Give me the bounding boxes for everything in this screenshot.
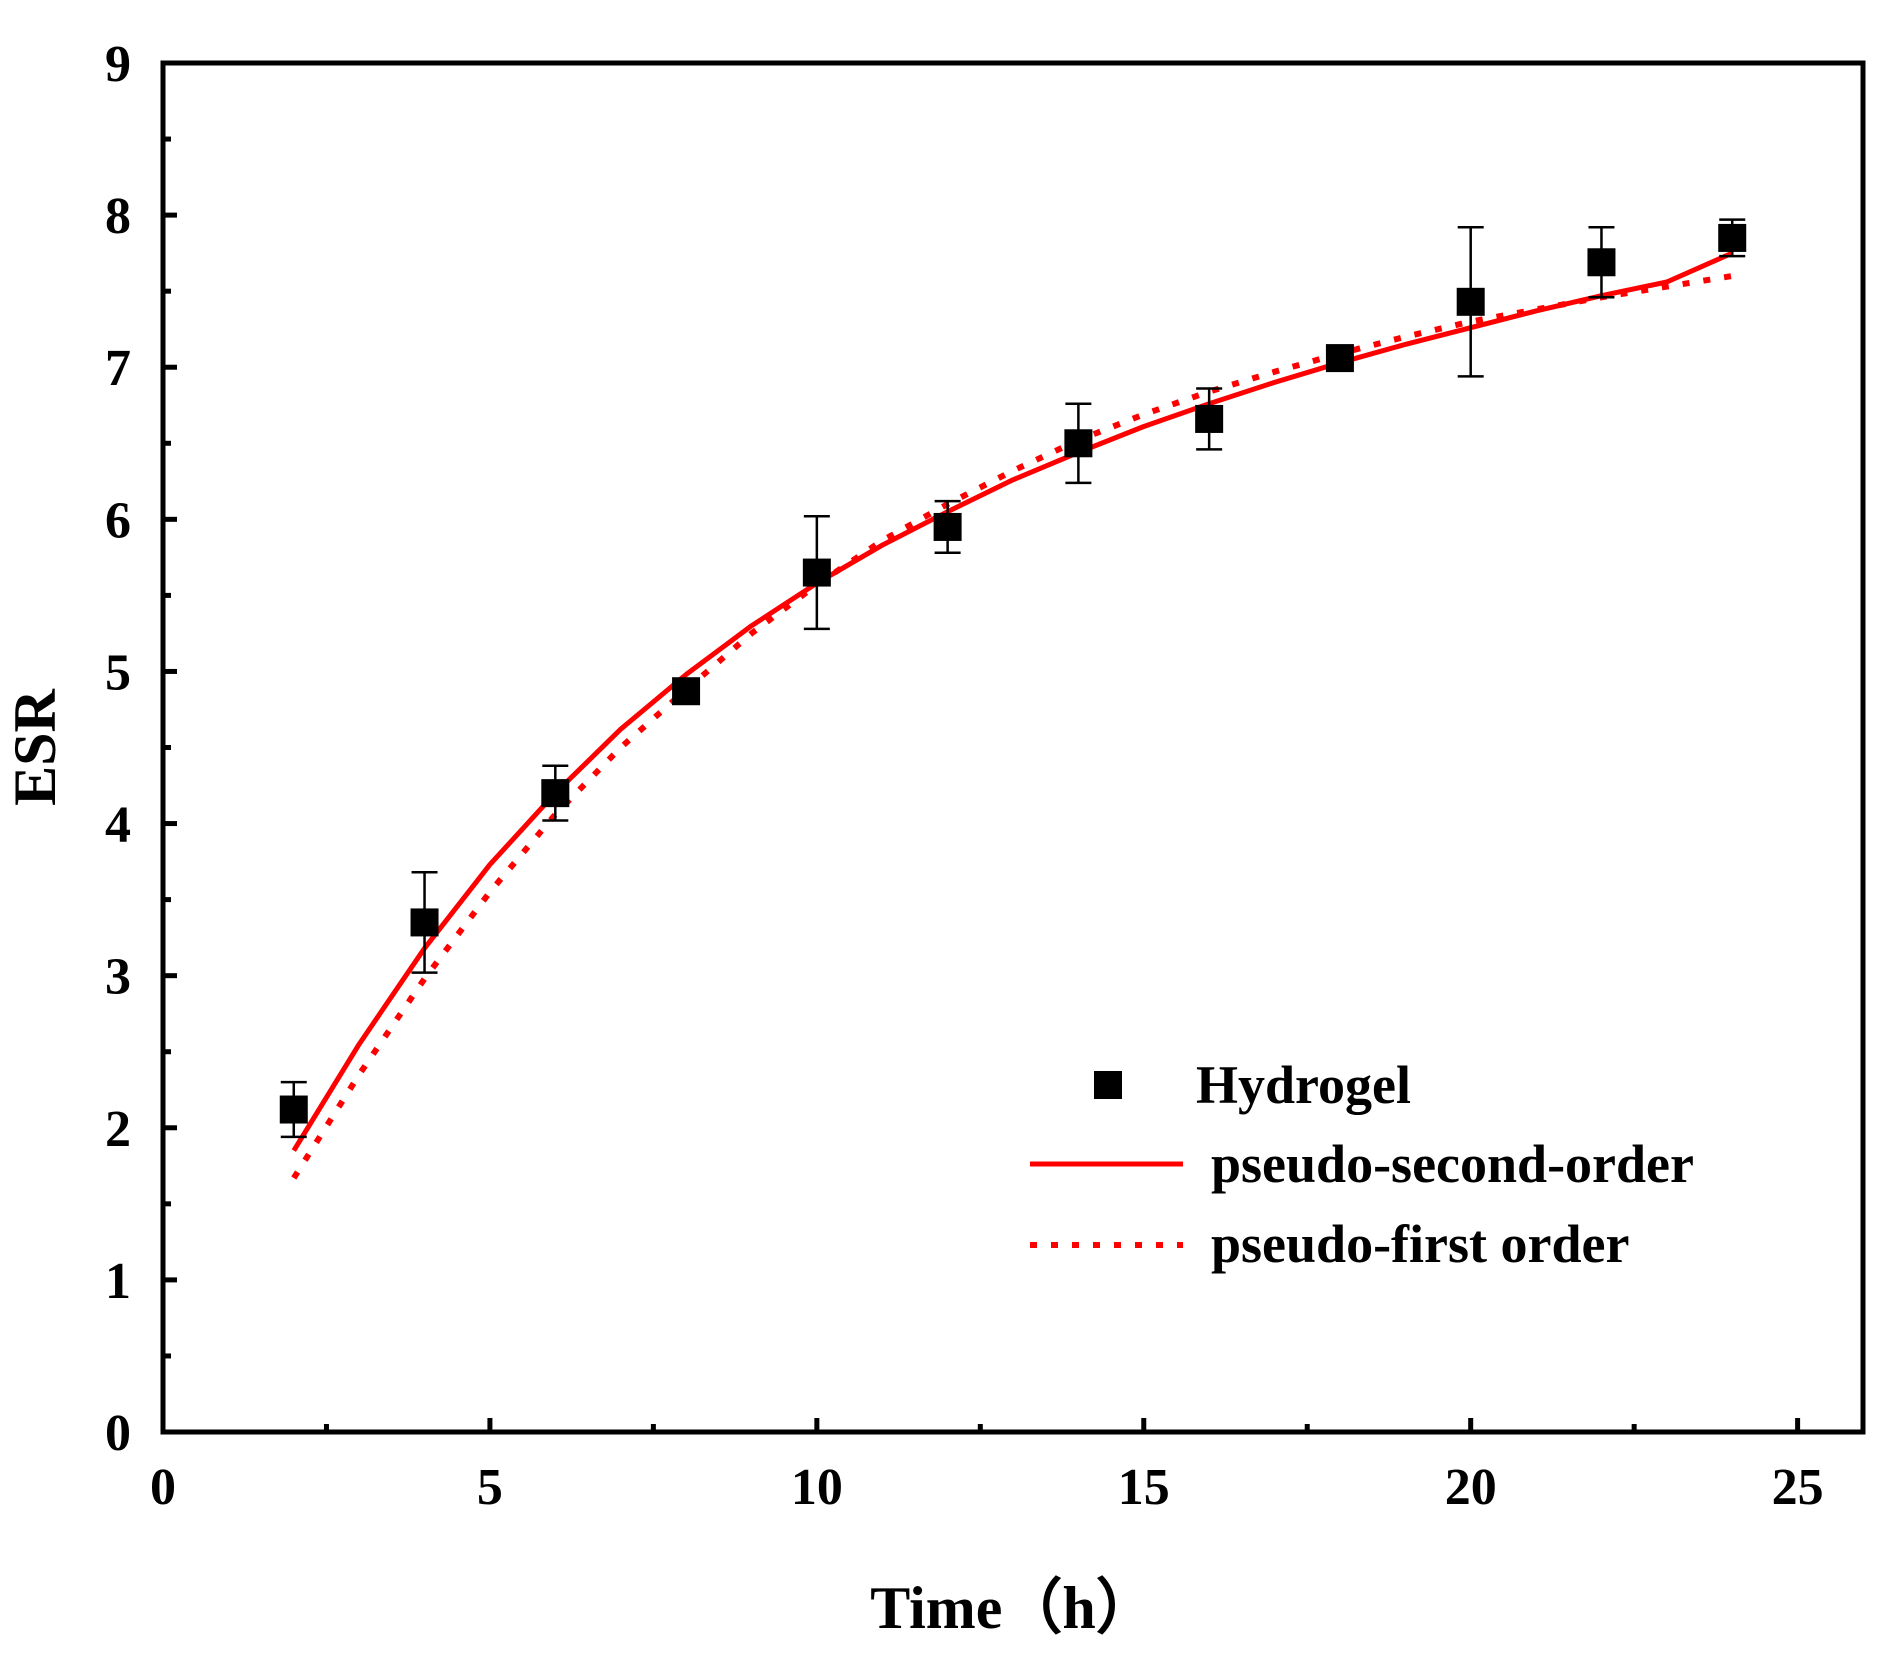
y-tick-label: 0	[105, 1405, 131, 1462]
legend-label-hydrogel: Hydrogel	[1196, 1055, 1411, 1115]
x-tick-label: 0	[150, 1459, 176, 1516]
y-tick-label: 3	[105, 949, 131, 1006]
data-point	[933, 512, 962, 541]
y-tick-label: 4	[105, 797, 131, 854]
x-tick-label: 5	[477, 1459, 503, 1516]
data-point	[802, 558, 831, 587]
x-tick-label: 25	[1772, 1459, 1824, 1516]
data-point	[279, 1095, 308, 1124]
tick-labels: 0 5 10 15 20 25 0 1 2 3 4 5 6 7 8 9	[105, 36, 1824, 1516]
y-tick-label: 7	[105, 340, 131, 397]
data-points	[279, 223, 1747, 1124]
fit-curves	[291, 250, 1734, 1180]
data-point	[1456, 287, 1485, 316]
data-point	[1325, 344, 1354, 373]
data-point	[1195, 404, 1224, 433]
y-tick-label: 1	[105, 1253, 131, 1310]
data-point	[410, 908, 439, 937]
x-axis-title: Time（h）	[870, 1574, 1156, 1641]
series-line-pseudo-second-order	[291, 250, 1734, 1152]
data-point	[1718, 223, 1747, 252]
x-tick-label: 20	[1445, 1459, 1497, 1516]
legend-marker-hydrogel	[1094, 1071, 1122, 1099]
x-tick-label: 10	[791, 1459, 843, 1516]
data-point	[1587, 248, 1616, 277]
legend: Hydrogel pseudo-second-order pseudo-firs…	[1030, 1055, 1694, 1274]
x-tick-label: 15	[1118, 1459, 1170, 1516]
legend-label-pseudo-first-order: pseudo-first order	[1211, 1214, 1629, 1274]
y-tick-label: 2	[105, 1101, 131, 1158]
data-point	[541, 779, 570, 808]
y-axis-title: ESR	[2, 688, 68, 805]
axis-ticks	[160, 60, 1801, 1435]
y-tick-label: 8	[105, 188, 131, 245]
y-tick-label: 5	[105, 644, 131, 701]
data-point	[1064, 429, 1093, 458]
y-tick-label: 6	[105, 492, 131, 549]
data-point	[672, 677, 701, 706]
y-tick-label: 9	[105, 36, 131, 93]
error-bars	[280, 218, 1746, 1139]
legend-label-pseudo-second-order: pseudo-second-order	[1211, 1134, 1694, 1194]
series-line-pseudo-first-order	[291, 273, 1733, 1180]
